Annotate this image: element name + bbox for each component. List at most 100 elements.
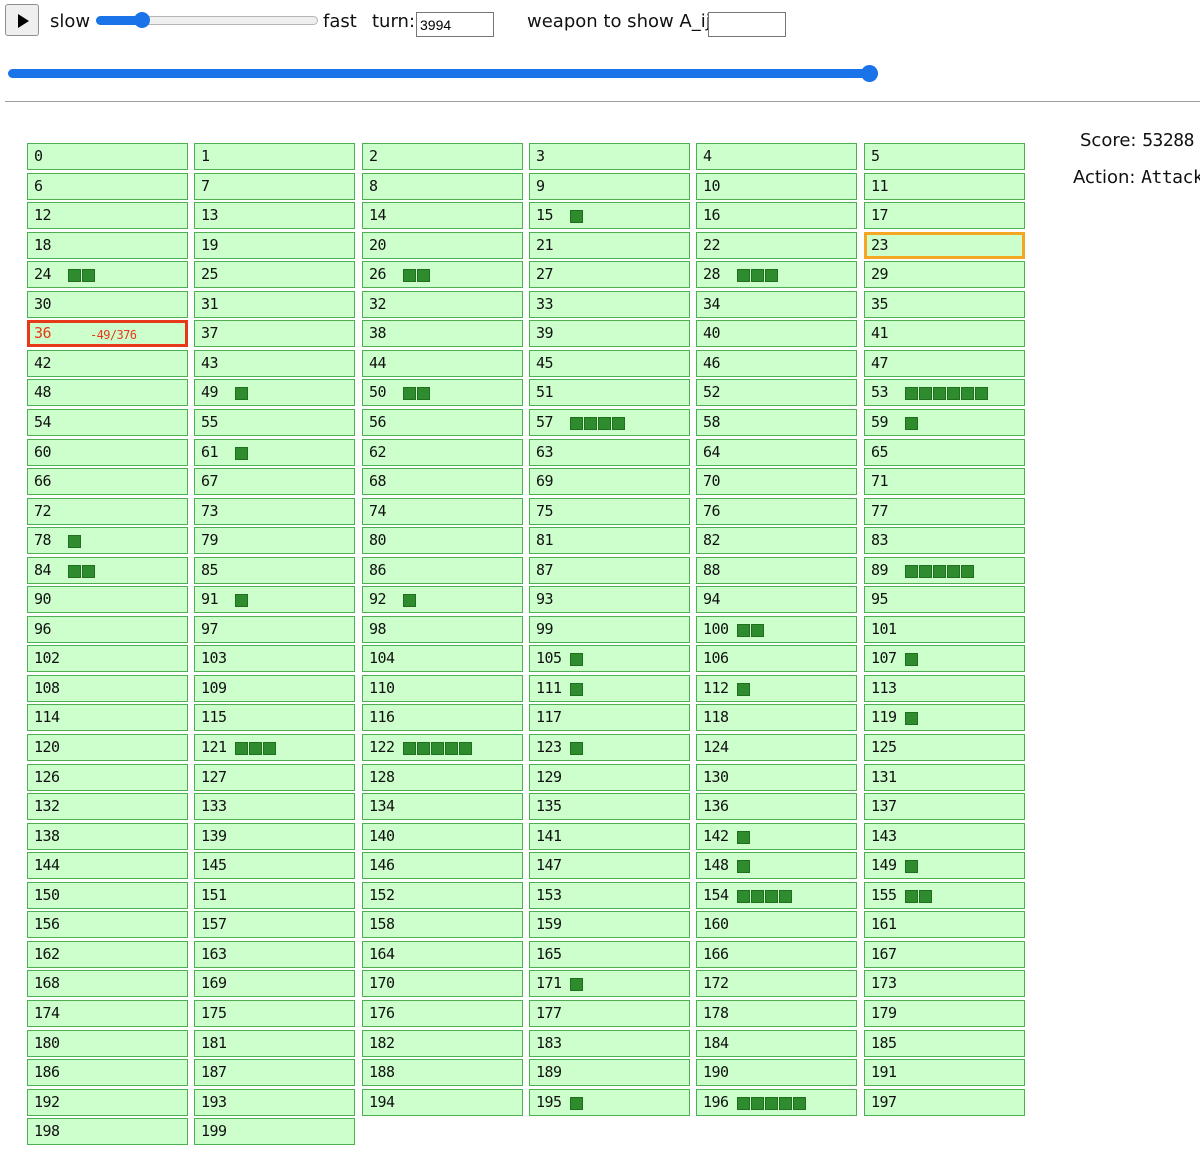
grid-cell[interactable]: 199 — [194, 1118, 355, 1145]
grid-cell[interactable]: 65 — [864, 439, 1025, 466]
grid-cell[interactable]: 120 — [27, 734, 188, 761]
grid-cell[interactable]: 173 — [864, 970, 1025, 997]
grid-cell[interactable]: 172 — [696, 970, 857, 997]
grid-cell[interactable]: 193 — [194, 1089, 355, 1116]
grid-cell[interactable]: 71 — [864, 468, 1025, 495]
grid-cell[interactable]: 154 — [696, 882, 857, 909]
grid-cell[interactable]: 23 — [864, 232, 1025, 259]
grid-cell[interactable]: 63 — [529, 439, 690, 466]
grid-cell[interactable]: 170 — [362, 970, 523, 997]
grid-cell[interactable]: 86 — [362, 557, 523, 584]
grid-cell[interactable]: 197 — [864, 1089, 1025, 1116]
grid-cell[interactable]: 156 — [27, 911, 188, 938]
grid-cell[interactable]: 125 — [864, 734, 1025, 761]
grid-cell[interactable]: 81 — [529, 527, 690, 554]
grid-cell[interactable]: 37 — [194, 320, 355, 347]
grid-cell[interactable]: 103 — [194, 645, 355, 672]
grid-cell[interactable]: 169 — [194, 970, 355, 997]
grid-cell[interactable]: 57 — [529, 409, 690, 436]
grid-cell[interactable]: 167 — [864, 941, 1025, 968]
grid-cell[interactable]: 53 — [864, 379, 1025, 406]
grid-cell[interactable]: 144 — [27, 852, 188, 879]
turn-input[interactable] — [416, 12, 494, 37]
grid-cell[interactable]: 69 — [529, 468, 690, 495]
grid-cell[interactable]: 97 — [194, 616, 355, 643]
grid-cell[interactable]: 140 — [362, 823, 523, 850]
grid-cell[interactable]: 88 — [696, 557, 857, 584]
grid-cell[interactable]: 123 — [529, 734, 690, 761]
grid-cell[interactable]: 50 — [362, 379, 523, 406]
grid-cell[interactable]: 187 — [194, 1059, 355, 1086]
grid-cell[interactable]: 134 — [362, 793, 523, 820]
grid-cell[interactable]: 56 — [362, 409, 523, 436]
grid-cell[interactable]: 116 — [362, 704, 523, 731]
grid-cell[interactable]: 174 — [27, 1000, 188, 1027]
grid-cell[interactable]: 155 — [864, 882, 1025, 909]
speed-slider[interactable] — [96, 12, 318, 29]
grid-cell[interactable]: 145 — [194, 852, 355, 879]
grid-cell[interactable]: 146 — [362, 852, 523, 879]
grid-cell[interactable]: 166 — [696, 941, 857, 968]
grid-cell[interactable]: 41 — [864, 320, 1025, 347]
grid-cell[interactable]: 143 — [864, 823, 1025, 850]
grid-cell[interactable]: 137 — [864, 793, 1025, 820]
grid-cell[interactable]: 48 — [27, 379, 188, 406]
grid-cell[interactable]: 20 — [362, 232, 523, 259]
grid-cell[interactable]: 78 — [27, 527, 188, 554]
grid-cell[interactable]: 46 — [696, 350, 857, 377]
grid-cell[interactable]: 196 — [696, 1089, 857, 1116]
grid-cell[interactable]: 128 — [362, 764, 523, 791]
grid-cell[interactable]: 188 — [362, 1059, 523, 1086]
grid-cell[interactable]: 178 — [696, 1000, 857, 1027]
grid-cell[interactable]: 40 — [696, 320, 857, 347]
grid-cell[interactable]: 7 — [194, 173, 355, 200]
grid-cell[interactable]: 153 — [529, 882, 690, 909]
grid-cell[interactable]: 168 — [27, 970, 188, 997]
grid-cell[interactable]: 151 — [194, 882, 355, 909]
grid-cell[interactable]: 9 — [529, 173, 690, 200]
grid-cell[interactable]: 90 — [27, 586, 188, 613]
grid-cell[interactable]: 36 -49/376 — [27, 320, 188, 347]
grid-cell[interactable]: 102 — [27, 645, 188, 672]
grid-cell[interactable]: 106 — [696, 645, 857, 672]
grid-cell[interactable]: 181 — [194, 1030, 355, 1057]
grid-cell[interactable]: 194 — [362, 1089, 523, 1116]
grid-cell[interactable]: 10 — [696, 173, 857, 200]
grid-cell[interactable]: 111 — [529, 675, 690, 702]
grid-cell[interactable]: 184 — [696, 1030, 857, 1057]
grid-cell[interactable]: 38 — [362, 320, 523, 347]
grid-cell[interactable]: 75 — [529, 498, 690, 525]
grid-cell[interactable]: 141 — [529, 823, 690, 850]
grid-cell[interactable]: 157 — [194, 911, 355, 938]
grid-cell[interactable]: 107 — [864, 645, 1025, 672]
grid-cell[interactable]: 27 — [529, 261, 690, 288]
grid-cell[interactable]: 98 — [362, 616, 523, 643]
grid-cell[interactable]: 22 — [696, 232, 857, 259]
grid-cell[interactable]: 121 — [194, 734, 355, 761]
grid-cell[interactable]: 161 — [864, 911, 1025, 938]
grid-cell[interactable]: 3 — [529, 143, 690, 170]
grid-cell[interactable]: 83 — [864, 527, 1025, 554]
grid-cell[interactable]: 70 — [696, 468, 857, 495]
grid-cell[interactable]: 135 — [529, 793, 690, 820]
grid-cell[interactable]: 122 — [362, 734, 523, 761]
grid-cell[interactable]: 74 — [362, 498, 523, 525]
grid-cell[interactable]: 152 — [362, 882, 523, 909]
grid-cell[interactable]: 8 — [362, 173, 523, 200]
grid-cell[interactable]: 164 — [362, 941, 523, 968]
grid-cell[interactable]: 52 — [696, 379, 857, 406]
grid-cell[interactable]: 119 — [864, 704, 1025, 731]
grid-cell[interactable]: 124 — [696, 734, 857, 761]
grid-cell[interactable]: 177 — [529, 1000, 690, 1027]
grid-cell[interactable]: 82 — [696, 527, 857, 554]
grid-cell[interactable]: 25 — [194, 261, 355, 288]
grid-cell[interactable]: 67 — [194, 468, 355, 495]
grid-cell[interactable]: 171 — [529, 970, 690, 997]
grid-cell[interactable]: 49 — [194, 379, 355, 406]
grid-cell[interactable]: 114 — [27, 704, 188, 731]
grid-cell[interactable]: 91 — [194, 586, 355, 613]
grid-cell[interactable]: 118 — [696, 704, 857, 731]
grid-cell[interactable]: 4 — [696, 143, 857, 170]
grid-cell[interactable]: 26 — [362, 261, 523, 288]
grid-cell[interactable]: 30 — [27, 291, 188, 318]
